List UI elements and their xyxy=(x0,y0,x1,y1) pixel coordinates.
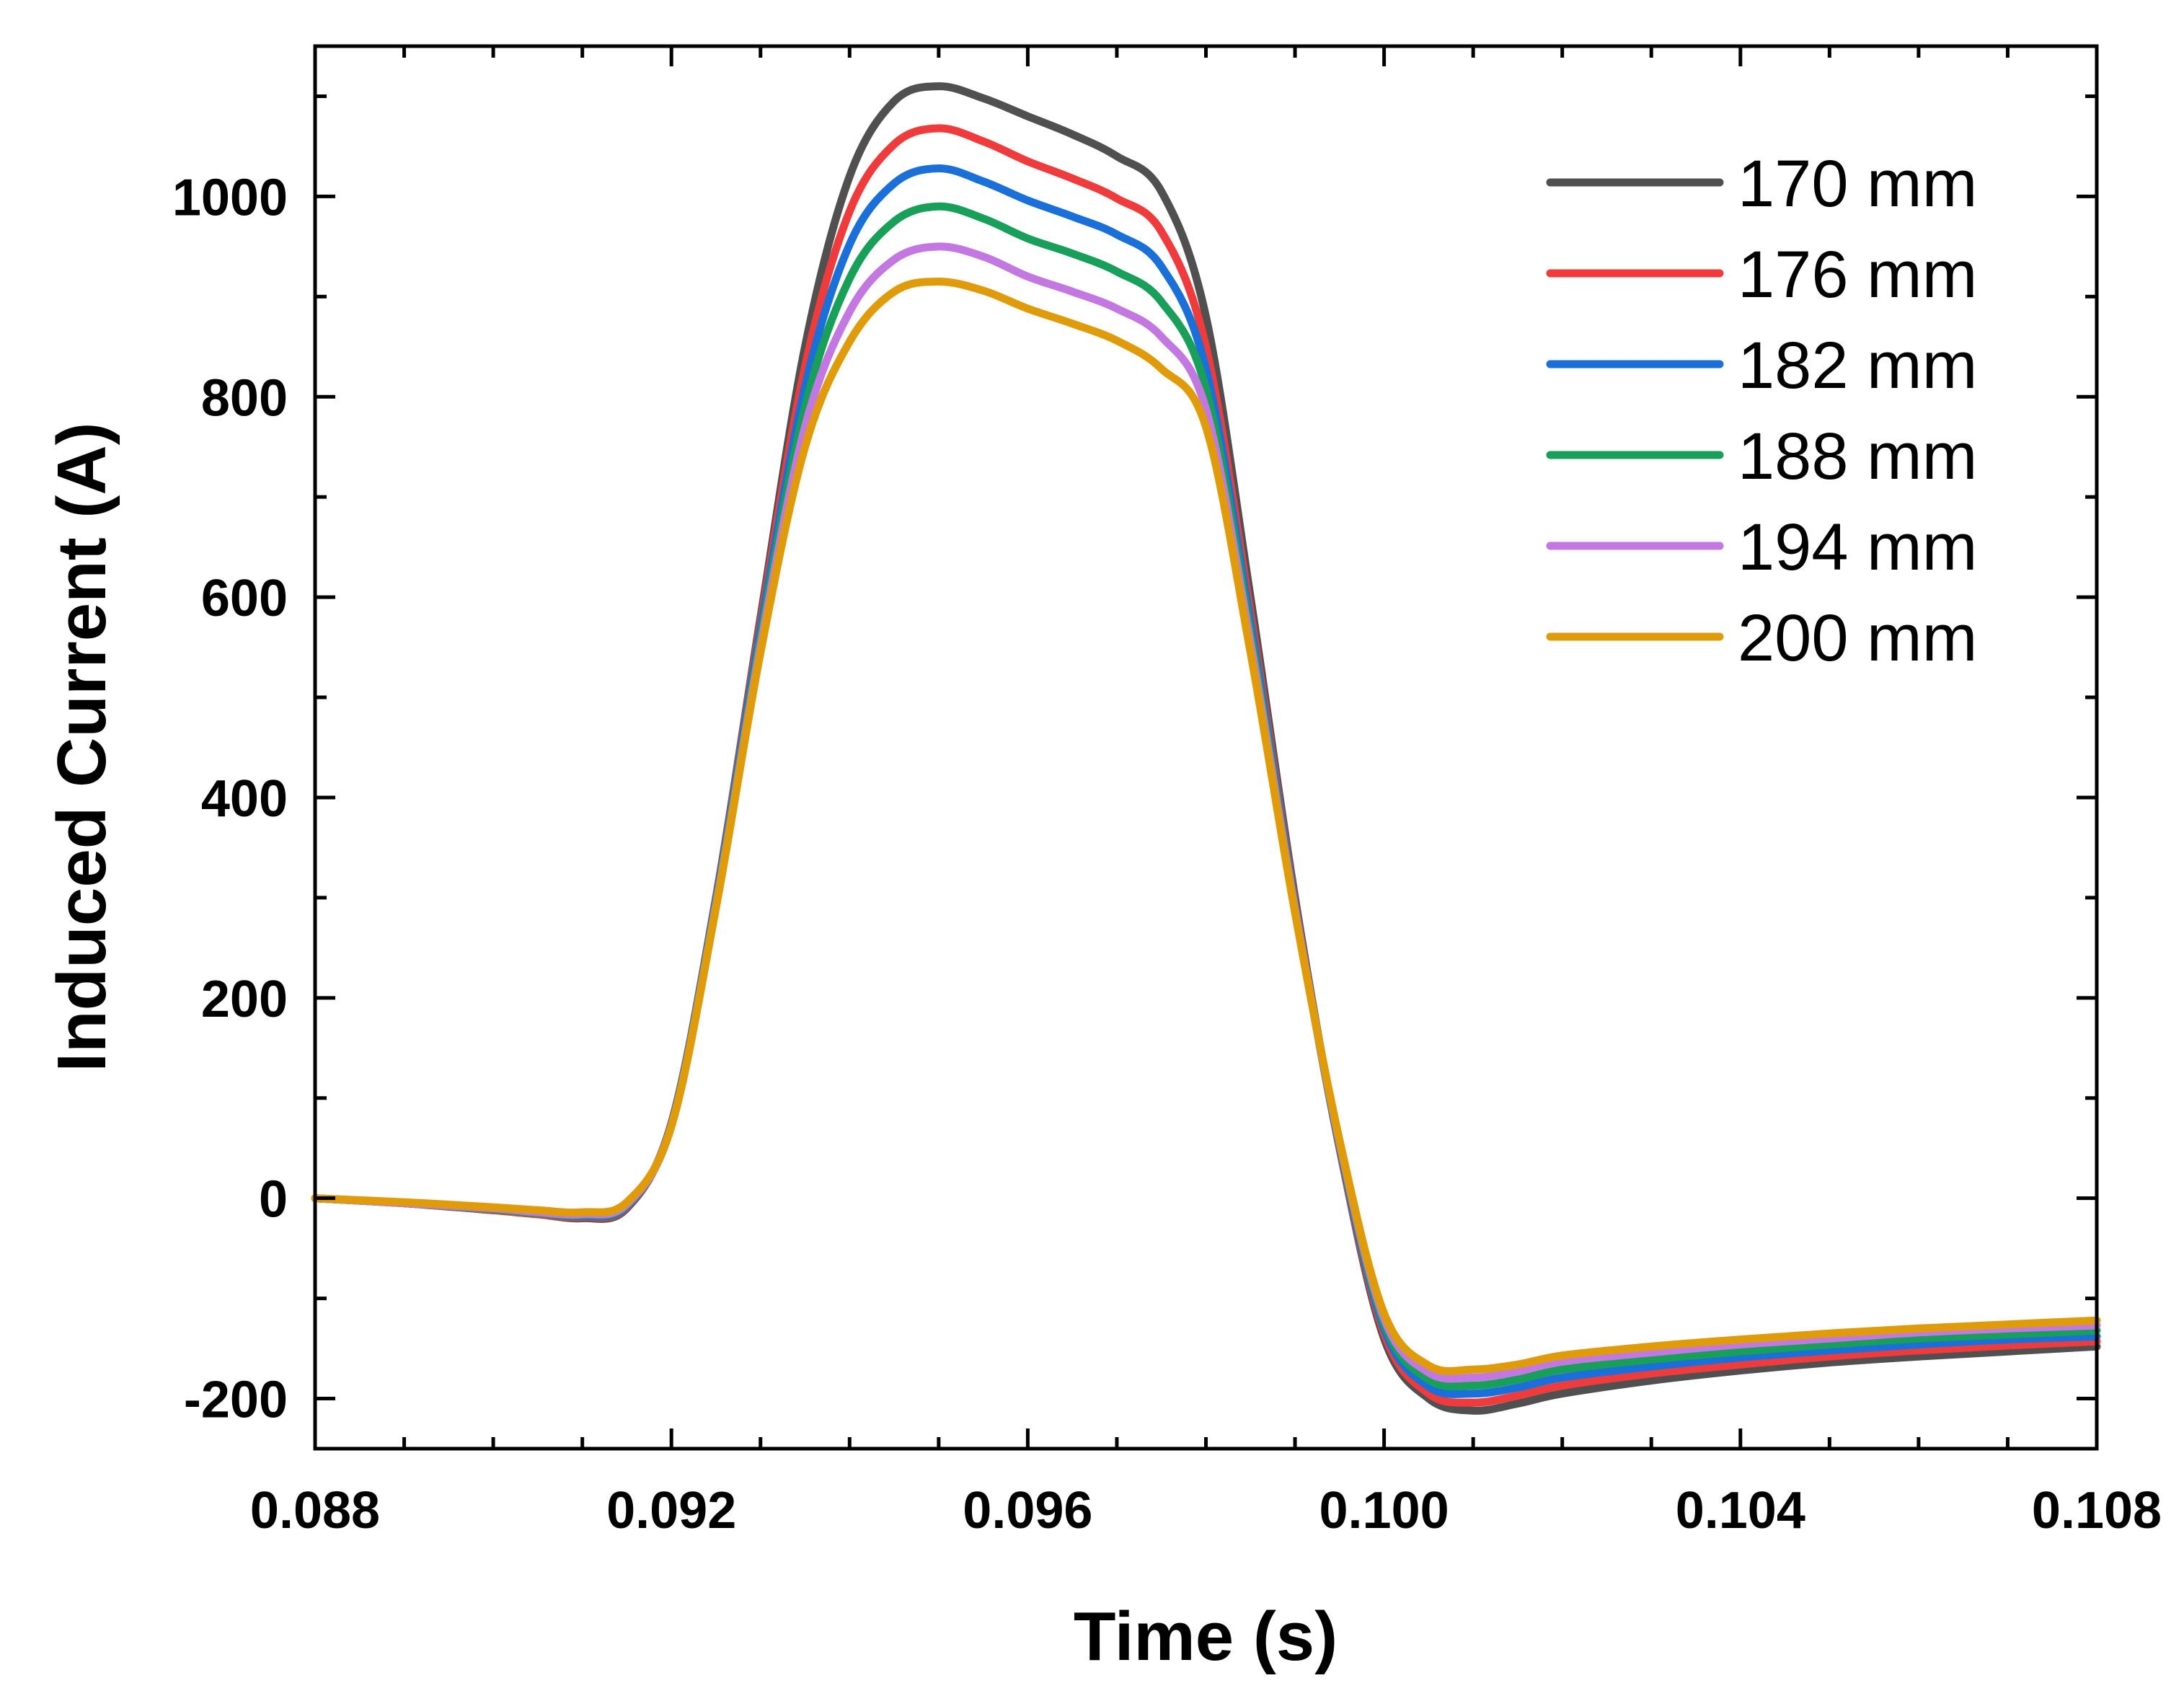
legend-label: 200 mm xyxy=(1738,601,1977,675)
x-tick-label: 0.088 xyxy=(250,1482,380,1540)
axis-ticks xyxy=(313,46,2099,1449)
legend-label: 194 mm xyxy=(1738,511,1977,584)
x-tick-label: 0.092 xyxy=(606,1482,736,1540)
legend-label: 182 mm xyxy=(1738,329,1977,402)
legend-label: 176 mm xyxy=(1738,238,1977,312)
y-tick-label: 800 xyxy=(201,369,288,427)
legend: 170 mm 176 mm 182 mm 188 mm 194 mm 200 mm xyxy=(1546,147,1977,675)
x-tick-label: 0.108 xyxy=(2032,1482,2162,1540)
y-tick-label: 600 xyxy=(201,570,288,627)
plot-lines xyxy=(311,82,2101,1415)
y-tick-label: 200 xyxy=(201,971,288,1028)
y-tick-label: 400 xyxy=(201,770,288,828)
y-axis-title: Induced Current (A) xyxy=(43,422,120,1072)
legend-label: 170 mm xyxy=(1738,147,1977,221)
x-tick-label: 0.104 xyxy=(1676,1482,1805,1540)
x-tick-label: 0.096 xyxy=(963,1482,1092,1540)
y-tick-label: 0 xyxy=(259,1171,288,1229)
legend-label: 188 mm xyxy=(1738,420,1977,493)
y-tick-label: 1000 xyxy=(172,169,288,226)
axis-tick-labels: 0.088 0.092 0.096 0.100 0.104 0.108 -200 0 200 40… xyxy=(172,169,2162,1540)
series-line-200-mm xyxy=(311,277,2101,1375)
x-tick-label: 0.100 xyxy=(1319,1482,1449,1540)
x-axis-title: Time (s) xyxy=(1074,1598,1338,1675)
y-tick-label: -200 xyxy=(184,1372,288,1429)
